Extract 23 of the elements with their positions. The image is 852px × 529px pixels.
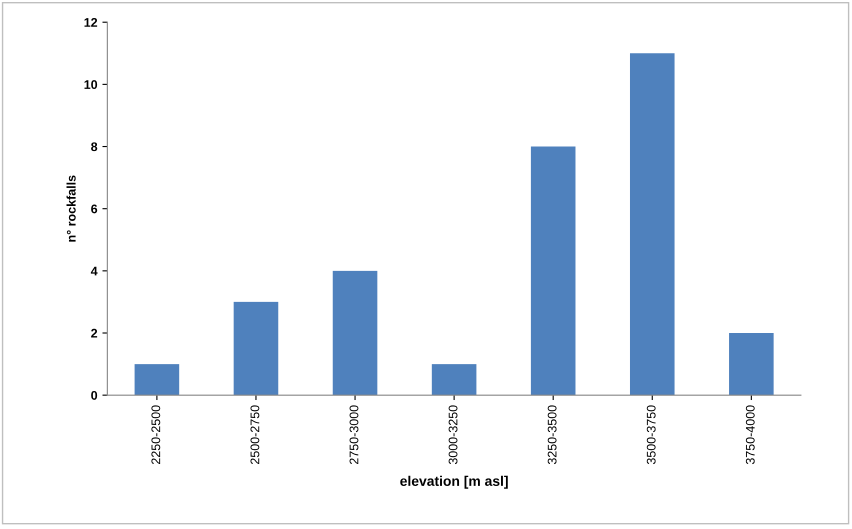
y-tick-label: 2 xyxy=(91,328,98,338)
y-tick-label: 0 xyxy=(91,390,98,400)
bar xyxy=(729,333,774,396)
y-tick-label: 8 xyxy=(91,142,98,152)
x-tick-label: 2500-2750 xyxy=(250,405,260,464)
bar xyxy=(234,302,278,396)
y-tick-label: 12 xyxy=(84,18,98,27)
x-tick-label: 2250-2500 xyxy=(151,405,160,464)
y-axis-title: n° rockfalls xyxy=(66,175,76,242)
x-axis-title: elevation [m asl] xyxy=(400,476,508,489)
x-tick-label: 3500-3750 xyxy=(646,405,656,464)
bar xyxy=(630,53,675,396)
bar xyxy=(530,146,576,396)
y-tick-label: 10 xyxy=(84,80,98,90)
bar xyxy=(332,270,378,396)
x-tick-label: 2750-3000 xyxy=(350,405,358,464)
bar xyxy=(134,364,180,396)
x-tick-label: 3750-4000 xyxy=(746,405,755,464)
bar xyxy=(432,364,476,396)
y-tick-label: 4 xyxy=(90,266,98,276)
x-tick-label: 3250-3500 xyxy=(548,405,557,464)
y-tick-label: 6 xyxy=(91,204,98,214)
x-tick-label: 3000-3250 xyxy=(448,405,458,464)
